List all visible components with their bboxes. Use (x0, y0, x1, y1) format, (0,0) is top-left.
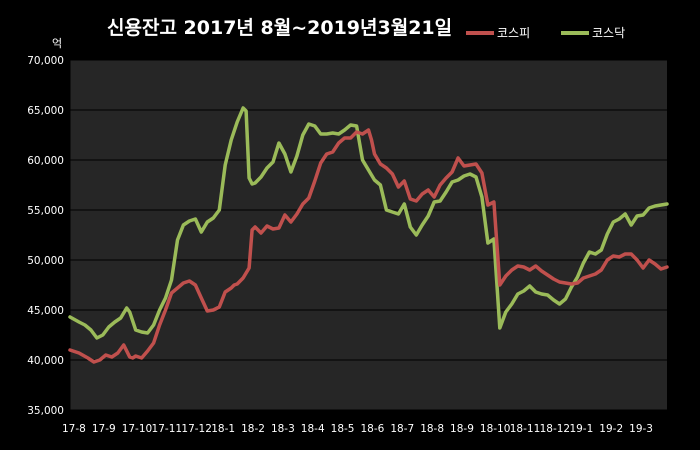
x-tick-label: 17-10 (122, 423, 153, 435)
x-tick-label: 18-7 (390, 423, 414, 435)
x-tick-label: 17-11 (152, 423, 183, 435)
y-axis-unit-label: 억 (52, 37, 62, 50)
x-tick-label: 18-2 (241, 423, 265, 435)
x-tick-label: 18-5 (331, 423, 355, 435)
y-tick-label: 35,000 (27, 405, 64, 417)
legend-label-kospi: 코스피 (497, 26, 530, 40)
x-tick-label: 18-11 (510, 423, 541, 435)
series-line-kospi (68, 128, 669, 364)
series-line-kosdaq (68, 106, 669, 340)
x-tick-label: 19-1 (569, 423, 593, 435)
y-tick-label: 40,000 (27, 355, 64, 367)
x-tick-label: 17-8 (62, 423, 86, 435)
x-tick-label: 18-12 (540, 423, 571, 435)
x-tick-label: 18-1 (211, 423, 235, 435)
y-tick-label: 65,000 (27, 105, 64, 117)
x-tick-label: 18-9 (450, 423, 474, 435)
x-tick-label: 19-2 (599, 423, 623, 435)
x-tick-label: 18-8 (420, 423, 444, 435)
series-lines (68, 106, 669, 364)
chart-title: 신용잔고 2017년 8월~2019년3월21일 (107, 17, 452, 39)
y-tick-label: 45,000 (27, 305, 64, 317)
legend-label-kosdaq: 코스닥 (592, 26, 625, 40)
y-tick-label: 70,000 (27, 55, 64, 67)
x-tick-label: 17-12 (181, 423, 212, 435)
plot-area (70, 60, 667, 410)
y-tick-label: 55,000 (27, 205, 64, 217)
gridlines (69, 59, 667, 411)
y-axis-ticks: 70,000 65,000 60,000 55,000 50,000 45,000 40,0… (27, 55, 64, 417)
x-axis-ticks: 17-8 17-9 17-10 17-11 17-12 18-1 18-2 18-3 18-4 1… (62, 423, 653, 435)
x-tick-label: 18-4 (301, 423, 325, 435)
y-tick-label: 60,000 (27, 155, 64, 167)
y-tick-label: 50,000 (27, 255, 64, 267)
x-tick-label: 18-3 (271, 423, 295, 435)
x-tick-label: 17-9 (92, 423, 116, 435)
x-tick-label: 18-6 (361, 423, 385, 435)
x-tick-label: 18-10 (480, 423, 511, 435)
legend: 코스피 코스닥 (466, 26, 625, 40)
x-tick-label: 19-3 (629, 423, 653, 435)
